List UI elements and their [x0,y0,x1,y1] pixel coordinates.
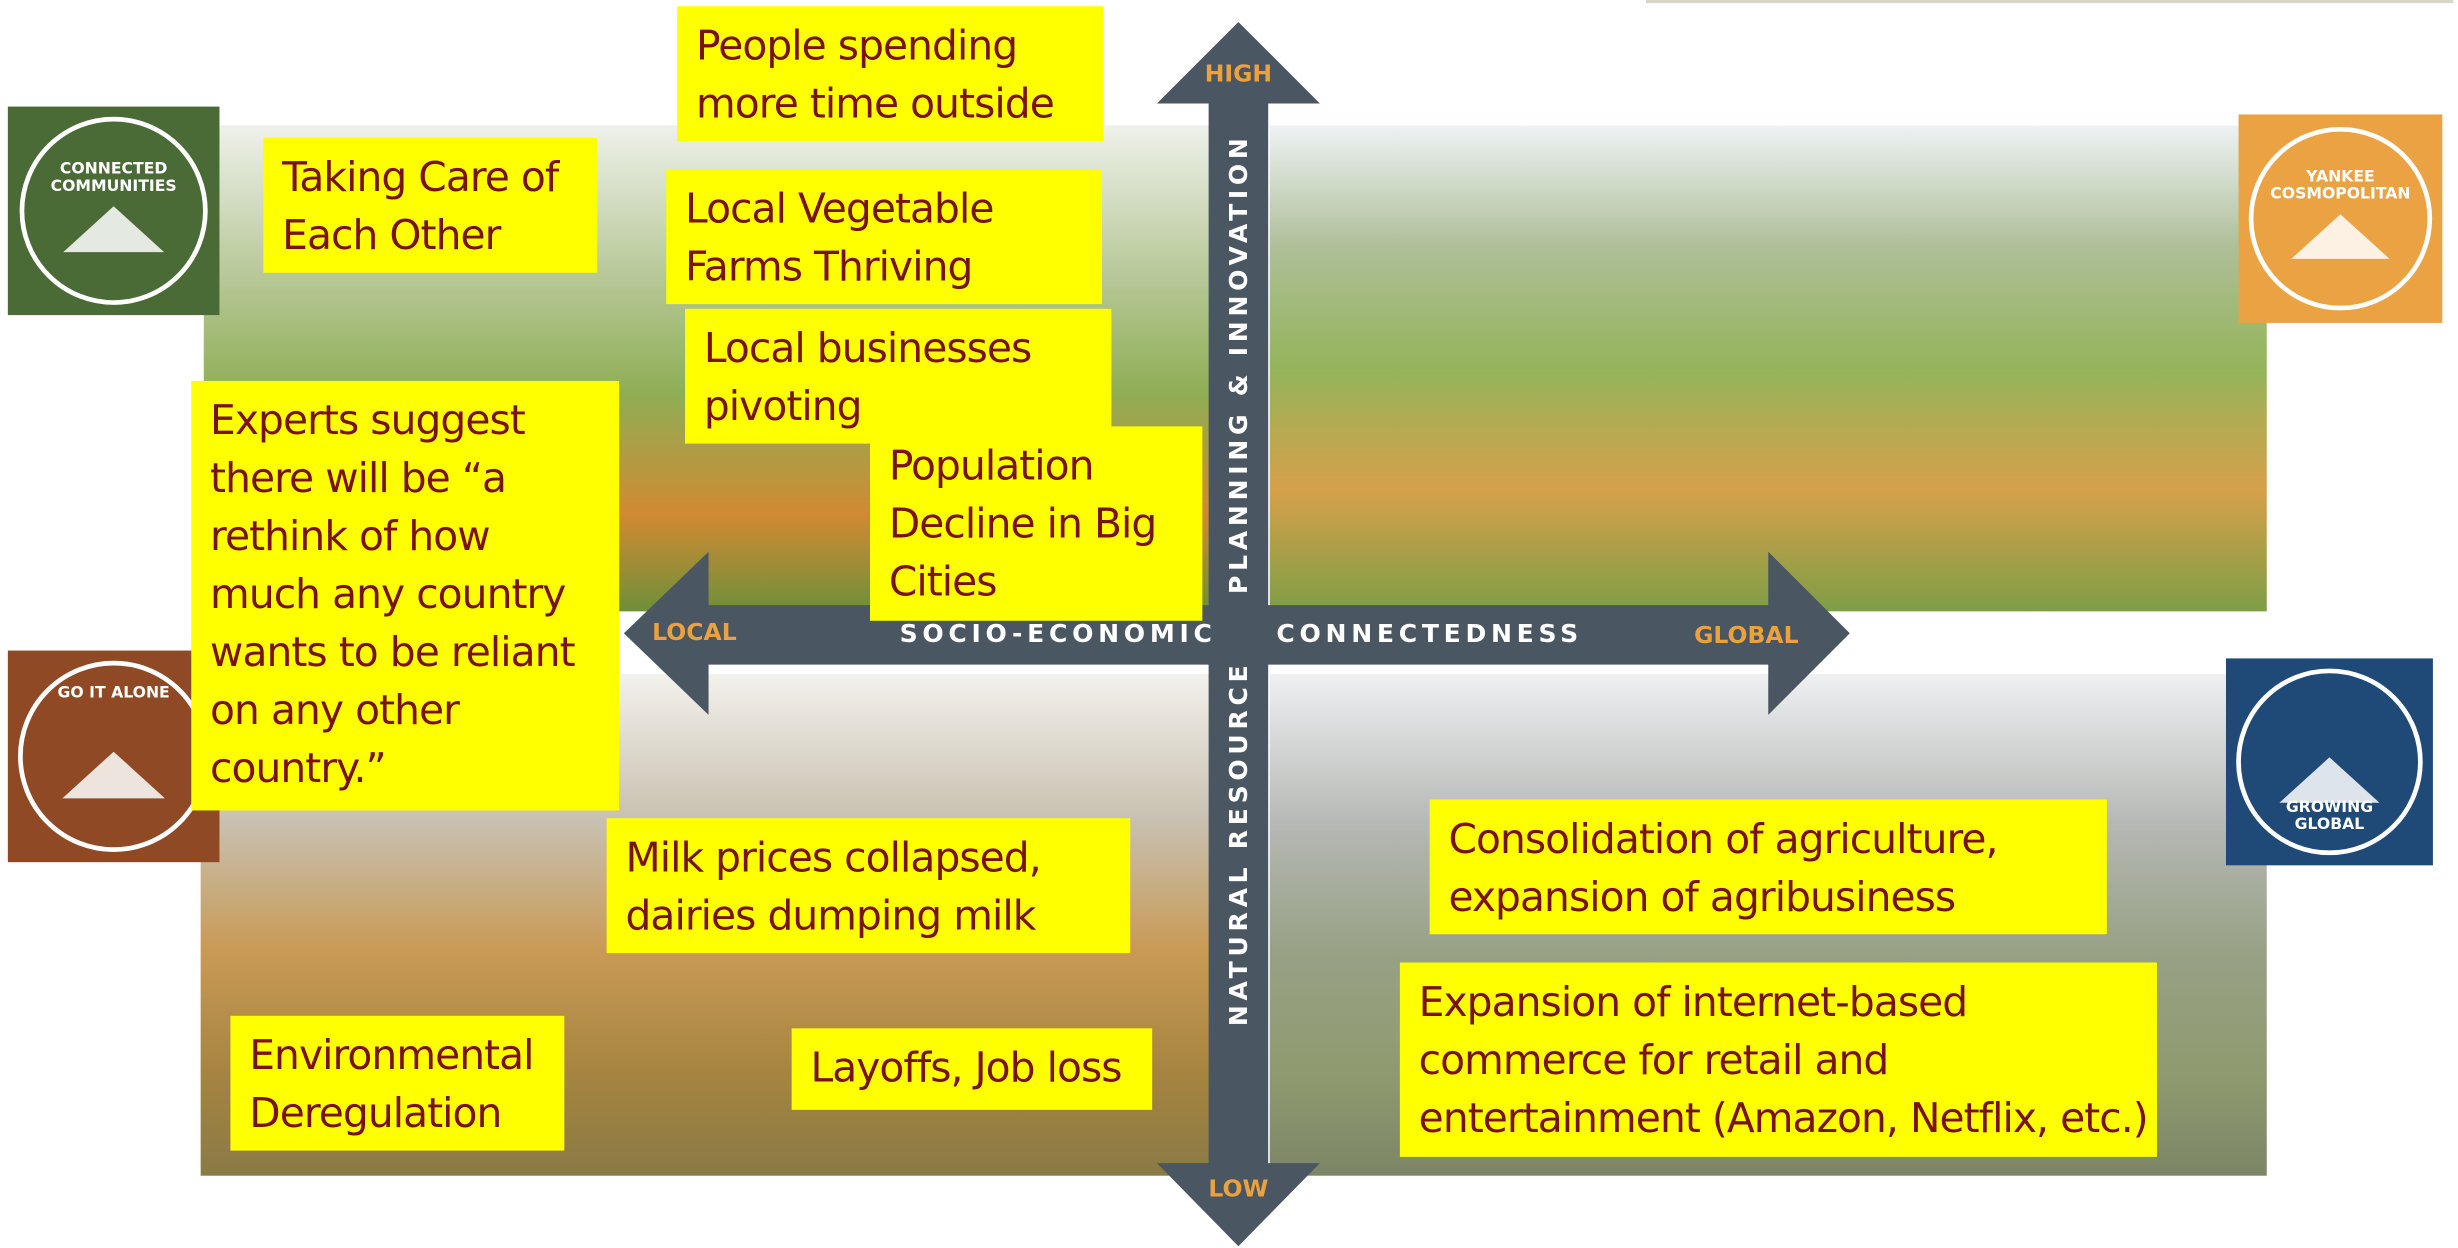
note-line: more time outside [696,77,1085,135]
note-line: much any country [210,567,600,625]
badge-label: COSMOPOLITAN [2270,184,2410,203]
note-line: Expansion of internet-based [1419,975,2139,1033]
note-line: Layoffs, Job loss [810,1041,1133,1099]
axis-label: CONNECTEDNESS [1276,619,1583,648]
signal-note: Layoffs, Job loss [792,1028,1153,1110]
note-line: there will be “a [210,451,600,509]
note-line: expansion of agribusiness [1448,870,2088,928]
badge-label: CONNECTED [60,159,168,178]
note-line: wants to be reliant [210,625,600,683]
note-line: Farms Thriving [685,240,1083,298]
badge-label: YANKEE [2305,166,2375,185]
note-line: People spending [696,19,1085,77]
note-line: Experts suggest [210,393,600,451]
note-line: Local businesses [704,321,1093,379]
axis-end-label: LOCAL [652,618,737,646]
axis-end-label: GLOBAL [1694,621,1799,649]
axis-label: PLANNING & INNOVATION [1224,133,1253,594]
note-line: Consolidation of agriculture, [1448,812,2088,870]
note-line: Local Vegetable [685,182,1083,240]
note-line: Deregulation [249,1086,545,1144]
note-line: rethink of how [210,509,600,567]
landscape [1270,125,2267,611]
note-line: country.” [210,741,600,799]
axis-label: NATURAL RESOURCE [1224,661,1253,1027]
note-line: entertainment (Amazon, Netflix, etc.) [1419,1091,2139,1149]
note-line: Environmental [249,1028,545,1086]
note-line: dairies dumping milk [625,889,1111,947]
badge-label: GLOBAL [2295,814,2365,833]
signal-note: Consolidation of agriculture,expansion o… [1430,799,2107,934]
axis-end-label: HIGH [1205,60,1272,88]
note-line: Each Other [282,208,578,266]
note-line: Decline in Big [889,497,1184,555]
note-line: on any other [210,683,600,741]
note-line: Cities [889,555,1184,613]
slide: HIGH LOW LOCAL GLOBAL SOCIO-ECONOMIC CON… [0,0,2458,1248]
axis-end-label: LOW [1208,1174,1268,1202]
axis-label: SOCIO-ECONOMIC [900,619,1217,648]
note-line: Taking Care of [282,150,578,208]
note-line: Population [889,439,1184,497]
badge-label: GO IT ALONE [58,682,170,701]
badge-label: GROWING [2286,797,2373,816]
note-line: Milk prices collapsed, [625,831,1111,889]
signal-note: Milk prices collapsed,dairies dumping mi… [607,818,1131,953]
note-line: commerce for retail and [1419,1033,2139,1091]
badge-label: COMMUNITIES [51,176,177,195]
